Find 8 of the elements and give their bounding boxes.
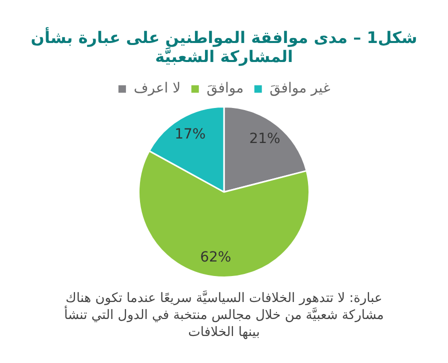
data-label: 62% <box>200 250 232 266</box>
legend-label: لا اعرف <box>134 80 181 97</box>
legend-label: غير موافقَ <box>270 80 330 97</box>
text: عبارة: لا تتدهور الخلافات السياسيَّة سريعًا عندما تكون هناك مشاركة شعبيَّة من خلال مجالس منتخبة في الدول التي تنشأ بينها الخلافات <box>63 290 385 341</box>
chart-title: شكل1 – مدى موافقة المواطنين على عبارة بشأن المشاركة الشعبيَّة <box>30 26 418 68</box>
data-label: 17% <box>174 126 206 142</box>
data-label: 21% <box>249 131 280 148</box>
legend-label: موافقَ <box>206 80 244 97</box>
